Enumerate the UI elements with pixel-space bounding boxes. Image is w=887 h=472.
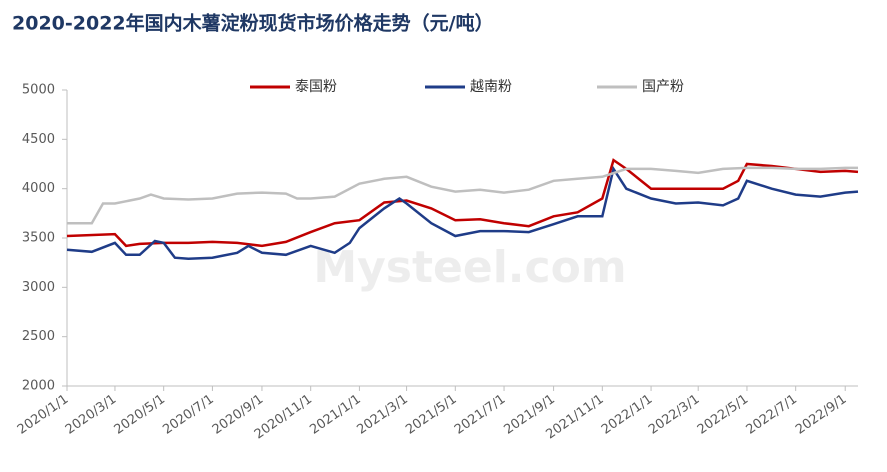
series-line	[67, 166, 858, 225]
series-line	[66, 165, 859, 260]
x-tick-label: 2020/3/1	[63, 392, 119, 438]
y-tick-label: 4000	[22, 181, 55, 196]
x-tick-label: 2022/9/1	[793, 392, 849, 438]
x-tick-label: 2021/3/1	[354, 392, 410, 438]
chart-title: 2020-2022年国内木薯淀粉现货市场价格走势（元/吨）	[12, 12, 494, 35]
y-tick-label: 3000	[22, 280, 55, 295]
x-tick-label: 2022/1/1	[599, 392, 655, 438]
x-tick-label: 2022/3/1	[646, 392, 702, 438]
y-tick-label: 2000	[22, 379, 55, 394]
y-tick-label: 3500	[22, 231, 55, 246]
legend-label: 越南粉	[470, 79, 512, 95]
x-tick-label: 2020/5/1	[112, 392, 168, 438]
x-tick-label: 2022/5/1	[695, 392, 751, 438]
y-tick-label: 4500	[22, 132, 55, 147]
legend-label: 泰国粉	[295, 79, 337, 95]
series-line	[66, 158, 859, 248]
x-tick-label: 2021/1/1	[307, 392, 363, 438]
x-tick-label: 2020/1/1	[15, 392, 71, 438]
x-tick-label: 2020/7/1	[160, 392, 216, 438]
x-tick-label: 2021/7/1	[452, 392, 508, 438]
x-tick-label: 2022/7/1	[744, 392, 800, 438]
y-tick-label: 2500	[22, 329, 55, 344]
y-tick-label: 5000	[22, 83, 55, 98]
legend-label: 国产粉	[642, 79, 684, 95]
watermark: Mysteel.com	[313, 242, 626, 293]
x-tick-label: 2021/5/1	[403, 392, 459, 438]
